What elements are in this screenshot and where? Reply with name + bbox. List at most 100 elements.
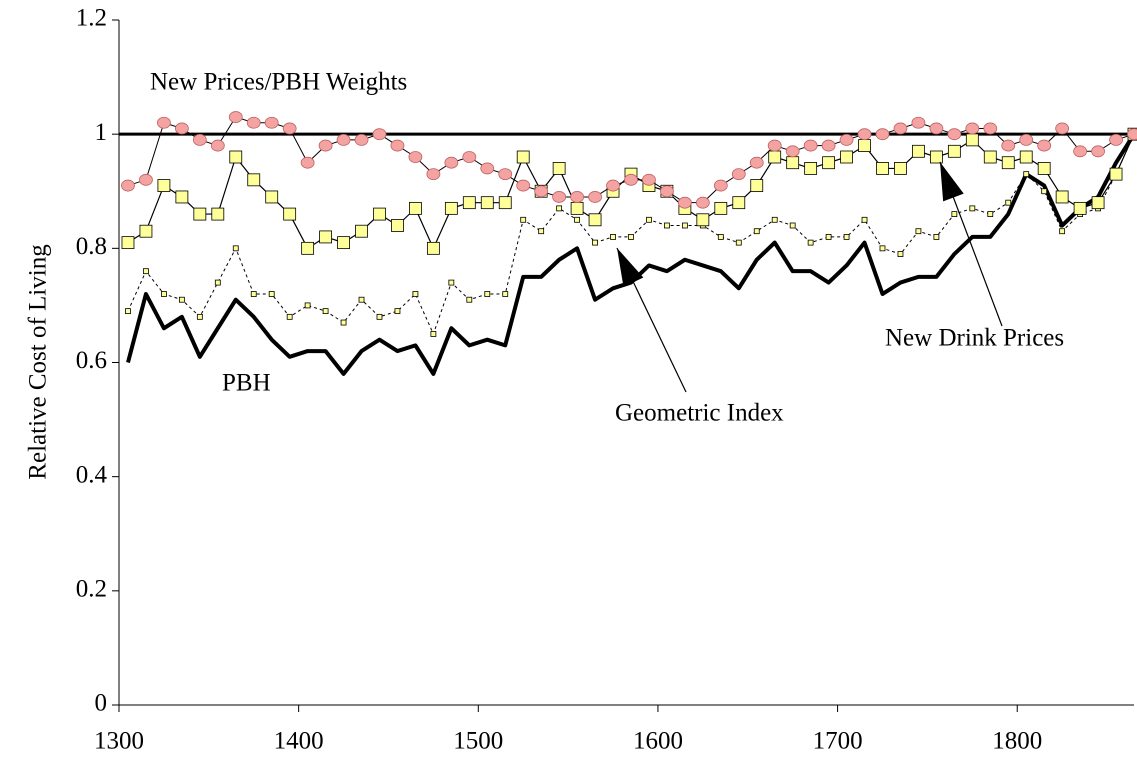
- point: [969, 205, 976, 212]
- point: [1023, 171, 1030, 178]
- point: [1001, 156, 1015, 170]
- point: [771, 216, 778, 223]
- point: [157, 179, 171, 192]
- point: [628, 234, 634, 240]
- point: [894, 162, 907, 175]
- point: [929, 122, 944, 135]
- point: [175, 190, 189, 204]
- point: [753, 228, 760, 235]
- point: [196, 313, 203, 320]
- point: [750, 179, 764, 192]
- point: [426, 241, 440, 255]
- x-tick-label: 1500: [453, 728, 503, 755]
- point: [696, 213, 710, 227]
- point: [714, 201, 728, 215]
- point: [210, 139, 225, 152]
- point: [394, 308, 401, 315]
- point: [610, 234, 616, 240]
- point: [229, 150, 243, 164]
- point: [1019, 133, 1034, 146]
- point: [157, 116, 171, 129]
- point: [897, 251, 904, 257]
- point: [466, 296, 473, 303]
- point: [876, 162, 889, 175]
- point: [822, 156, 836, 170]
- point: [983, 150, 997, 164]
- point: [786, 156, 800, 170]
- point: [301, 241, 315, 255]
- point: [1055, 122, 1070, 135]
- point: [749, 156, 764, 169]
- point: [282, 122, 297, 135]
- point: [121, 179, 135, 192]
- series-line: [127, 116, 1135, 204]
- point: [139, 224, 153, 238]
- point: [768, 150, 782, 164]
- point: [498, 196, 512, 210]
- point: [390, 139, 405, 152]
- point: [1127, 128, 1137, 141]
- point: [681, 222, 688, 229]
- point: [1073, 201, 1087, 215]
- point: [265, 190, 279, 204]
- point: [1005, 199, 1012, 206]
- point: [858, 139, 871, 152]
- point: [373, 207, 386, 221]
- point: [785, 145, 800, 158]
- point: [552, 191, 567, 203]
- point: [283, 207, 297, 221]
- point: [843, 234, 850, 240]
- y-axis-label: Relative Cost of Living: [25, 244, 52, 480]
- point: [430, 331, 437, 337]
- point: [1091, 196, 1105, 210]
- point: [552, 162, 566, 175]
- point: [646, 216, 652, 223]
- point: [1055, 190, 1069, 204]
- point: [606, 179, 620, 192]
- series-label: Geometric Index: [615, 400, 784, 427]
- point: [408, 151, 423, 163]
- point: [1109, 167, 1123, 181]
- point: [664, 222, 670, 229]
- point: [268, 291, 275, 297]
- point: [178, 296, 185, 303]
- point: [807, 239, 814, 246]
- point: [1109, 133, 1123, 146]
- point: [286, 313, 293, 320]
- x-tick-label: 1400: [274, 728, 324, 755]
- point: [534, 185, 549, 198]
- point: [448, 279, 455, 286]
- y-tick-label: 1.2: [76, 5, 107, 32]
- y-tick-label: 0.2: [76, 576, 107, 603]
- point: [556, 205, 563, 212]
- point: [1041, 188, 1048, 195]
- point: [574, 216, 580, 223]
- point: [912, 144, 925, 158]
- point: [570, 191, 584, 203]
- point: [987, 211, 994, 217]
- point: [804, 162, 818, 175]
- point: [1019, 150, 1033, 164]
- x-tick-label: 1800: [992, 728, 1042, 755]
- point: [1091, 145, 1105, 158]
- arrowhead: [617, 248, 644, 288]
- point: [409, 201, 422, 215]
- point: [462, 151, 477, 163]
- point: [480, 162, 495, 175]
- point: [840, 150, 853, 164]
- point: [911, 116, 926, 129]
- x-tick-label: 1300: [94, 728, 144, 755]
- point: [355, 224, 368, 238]
- point: [121, 236, 135, 250]
- x-tick-label: 1600: [633, 728, 683, 755]
- point: [143, 268, 149, 275]
- point: [933, 234, 940, 240]
- point: [174, 122, 189, 135]
- arrowhead: [940, 162, 964, 202]
- series-label: New Prices/PBH Weights: [150, 69, 407, 96]
- point: [125, 308, 131, 315]
- point: [624, 173, 638, 186]
- point: [516, 150, 530, 164]
- point: [426, 168, 441, 181]
- point: [502, 291, 509, 297]
